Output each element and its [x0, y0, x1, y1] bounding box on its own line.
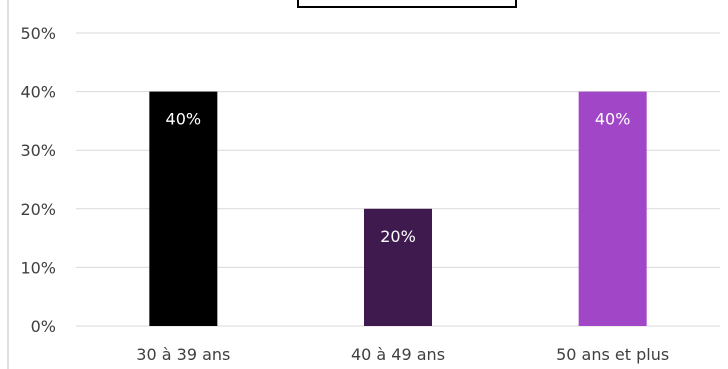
- x-tick-label: 30 à 39 ans: [136, 345, 230, 364]
- bar: [364, 208, 432, 326]
- bar-data-label: 40%: [595, 110, 631, 129]
- data-labels: 40% 20% 40%: [166, 110, 631, 246]
- bars: [149, 91, 647, 326]
- bar: [149, 91, 218, 326]
- bar: [578, 91, 647, 326]
- y-tick-label: 50%: [20, 24, 56, 43]
- y-tick-label: 40%: [20, 83, 56, 102]
- y-tick-label: 0%: [31, 317, 56, 336]
- y-tick-label: 30%: [20, 141, 56, 160]
- x-tick-label: 50 ans et plus: [556, 345, 669, 364]
- y-axis-tick-labels: 0% 10% 20% 30% 40% 50%: [20, 24, 56, 336]
- y-tick-label: 20%: [20, 200, 56, 219]
- bar-data-label: 20%: [380, 227, 416, 246]
- x-tick-label: 40 à 49 ans: [351, 345, 445, 364]
- bar-data-label: 40%: [166, 110, 202, 129]
- title-box: [297, 0, 517, 8]
- y-tick-label: 10%: [20, 258, 56, 277]
- x-axis-tick-labels: 30 à 39 ans 40 à 49 ans 50 ans et plus: [136, 345, 669, 364]
